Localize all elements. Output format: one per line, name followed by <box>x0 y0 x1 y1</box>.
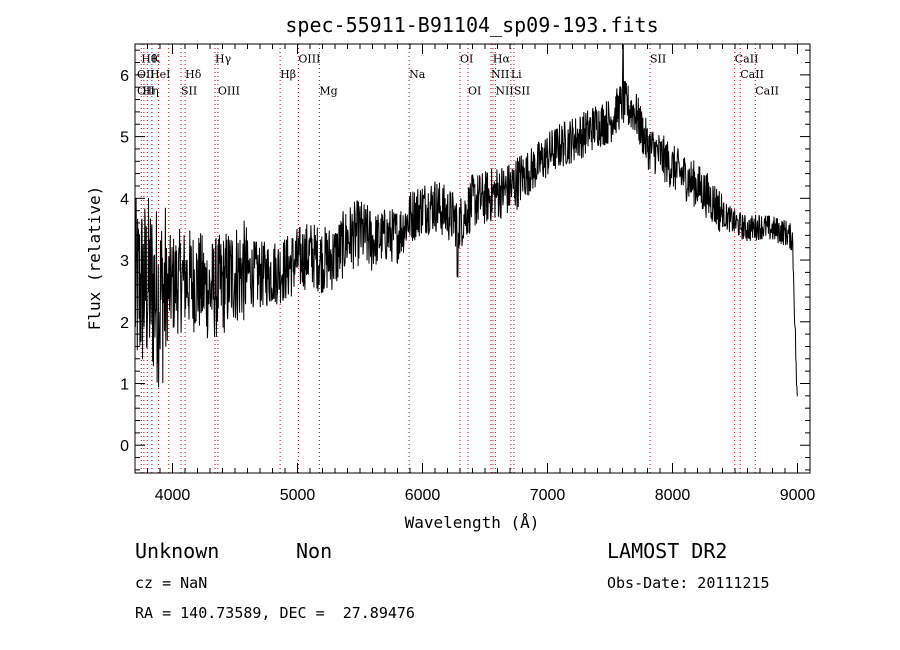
y-axis-title: Flux (relative) <box>85 186 104 331</box>
line-label-6: Hη <box>143 85 159 98</box>
line-label-7: SII <box>181 85 197 98</box>
spectrum-line <box>134 44 798 397</box>
x-tick-label: 9000 <box>780 487 816 504</box>
x-tick-label: 5000 <box>280 487 316 504</box>
spectrum-series <box>134 44 798 397</box>
chart-title: spec-55911-B91104_sp09-193.fits <box>285 13 658 37</box>
line-label-4: Hδ <box>185 68 202 81</box>
line-label-0: Hθ <box>141 53 158 66</box>
y-tick-label: 0 <box>120 438 129 455</box>
line-label-19: Li <box>511 68 522 81</box>
line-label-2: OII <box>137 68 155 81</box>
line-label-1: K <box>152 53 161 66</box>
x-tick-label: 8000 <box>655 487 691 504</box>
class-label: Unknown <box>135 539 220 563</box>
line-label-24: CaII <box>755 85 779 98</box>
line-label-21: SII <box>650 53 666 66</box>
line-label-18: NII <box>495 85 513 98</box>
survey-label: LAMOST DR2 <box>607 539 728 563</box>
coordinates-text: RA = 140.73589, DEC = 27.89476 <box>135 604 415 622</box>
line-label-9: OIII <box>218 85 240 98</box>
line-label-16: Hα <box>493 53 511 66</box>
line-label-14: OI <box>460 53 473 66</box>
y-tick-label: 5 <box>120 130 129 147</box>
y-tick-label: 2 <box>120 315 129 332</box>
axis-ticks: 4000 5000 6000 7000 8000 9000 0 1 2 3 4 5 6 <box>120 44 815 504</box>
x-tick-label: 7000 <box>530 487 566 504</box>
line-label-23: CaII <box>740 68 764 81</box>
line-label-13: Na <box>409 68 426 81</box>
line-label-3: HeI <box>150 68 170 81</box>
line-label-10: Hβ <box>280 68 296 81</box>
line-label-5: OII <box>137 85 155 98</box>
line-label-22: CaII <box>735 53 759 66</box>
line-label-17: NII <box>491 68 509 81</box>
y-tick-label: 3 <box>120 253 129 270</box>
y-tick-label: 1 <box>120 376 129 393</box>
subclass-label: Non <box>296 539 333 563</box>
obs-date-text: Obs-Date: 20111215 <box>607 574 770 592</box>
y-tick-label: 6 <box>120 68 129 85</box>
redshift-text: cz = NaN <box>135 574 208 592</box>
line-label-20: SII <box>514 85 530 98</box>
emission-line-markers <box>140 44 756 473</box>
line-label-8: Hγ <box>215 53 232 66</box>
x-tick-label: 6000 <box>405 487 441 504</box>
x-tick-label: 4000 <box>155 487 191 504</box>
line-label-15: OI <box>468 85 481 98</box>
x-axis-title: Wavelength (Å) <box>405 513 540 532</box>
y-tick-label: 4 <box>120 191 129 208</box>
line-label-12: Mg <box>319 85 337 98</box>
line-label-11: OIII <box>298 53 320 66</box>
